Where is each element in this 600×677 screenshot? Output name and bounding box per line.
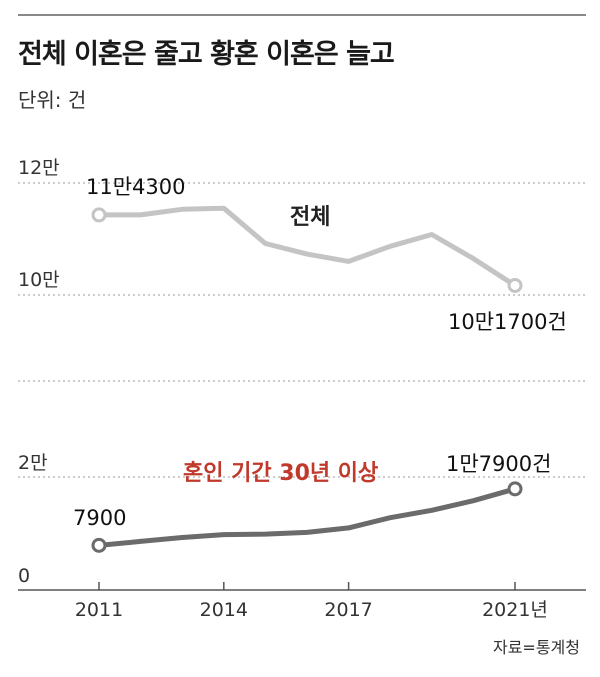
series-label-total: 전체 [290,205,330,230]
ytick-label-top-1: 12만 [18,157,60,179]
xtick-label-0: 2011 [75,599,123,621]
chart-title: 전체 이혼은 줄고 황혼 이혼은 늘고 [18,39,395,70]
data-label-gray-end: 1만7900건 [446,452,551,476]
data-label-gray-start: 7900 [73,506,126,530]
series-total-line [96,205,518,288]
xtick-label-2: 2017 [324,599,372,621]
ytick-label-bottom-1: 2만 [18,452,48,474]
unit-label: 단위: 건 [18,88,87,112]
data-label-total-end: 10만1700건 [448,310,567,334]
ytick-label-top-0: 10만 [18,269,60,291]
series-label-gray-divorce: 혼인 기간 30년 이상 [183,461,378,486]
xtick-label-1: 2014 [200,599,248,621]
series-total-point-1 [507,277,523,293]
series-gray-divorce-point-1 [507,481,523,497]
data-label-total-start: 11만4300 [86,175,186,199]
series-gray-divorce-line [96,486,518,548]
xtick-label-3: 2021년 [482,599,548,621]
series-gray-divorce-point-0 [91,537,107,553]
ytick-label-bottom-0: 0 [18,565,30,587]
top-rule [18,14,586,16]
series-total-point-0 [91,207,107,223]
source-label: 자료=통계청 [492,638,580,657]
